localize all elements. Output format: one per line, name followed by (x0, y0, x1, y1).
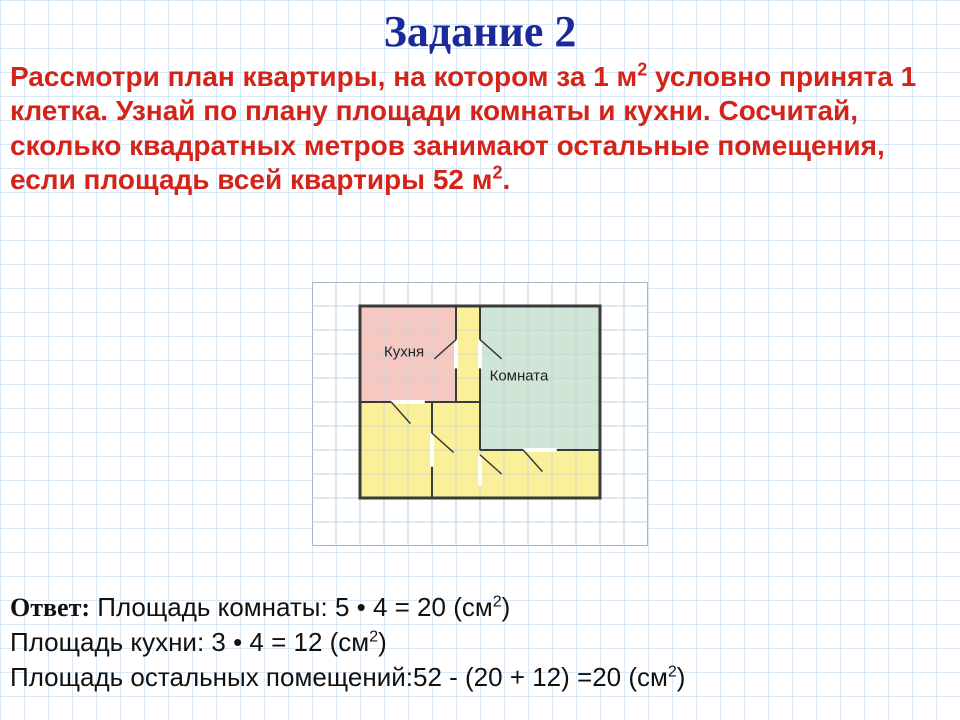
floor-plan-svg: Кухня Комната (312, 282, 648, 546)
floor-plan-diagram: Кухня Комната (312, 282, 648, 551)
answers-block: Ответ: Площадь комнаты: 5 • 4 = 20 (см2)… (10, 590, 940, 694)
problem-statement: Рассмотри план квартиры, на котором за 1… (10, 60, 940, 197)
problem-text: Рассмотри план квартиры, на котором за 1… (10, 61, 916, 195)
answer-line-2: Площадь кухни: 3 • 4 = 12 (см2) (10, 627, 387, 657)
answer-line-3: Площадь остальных помещений:52 - (20 + 1… (10, 662, 685, 692)
answer-line-1: Площадь комнаты: 5 • 4 = 20 (см2) (97, 592, 510, 622)
task-title: Задание 2 (0, 6, 960, 57)
svg-text:Кухня: Кухня (384, 343, 424, 360)
answers-label: Ответ: (10, 593, 90, 622)
svg-text:Комната: Комната (490, 367, 549, 384)
